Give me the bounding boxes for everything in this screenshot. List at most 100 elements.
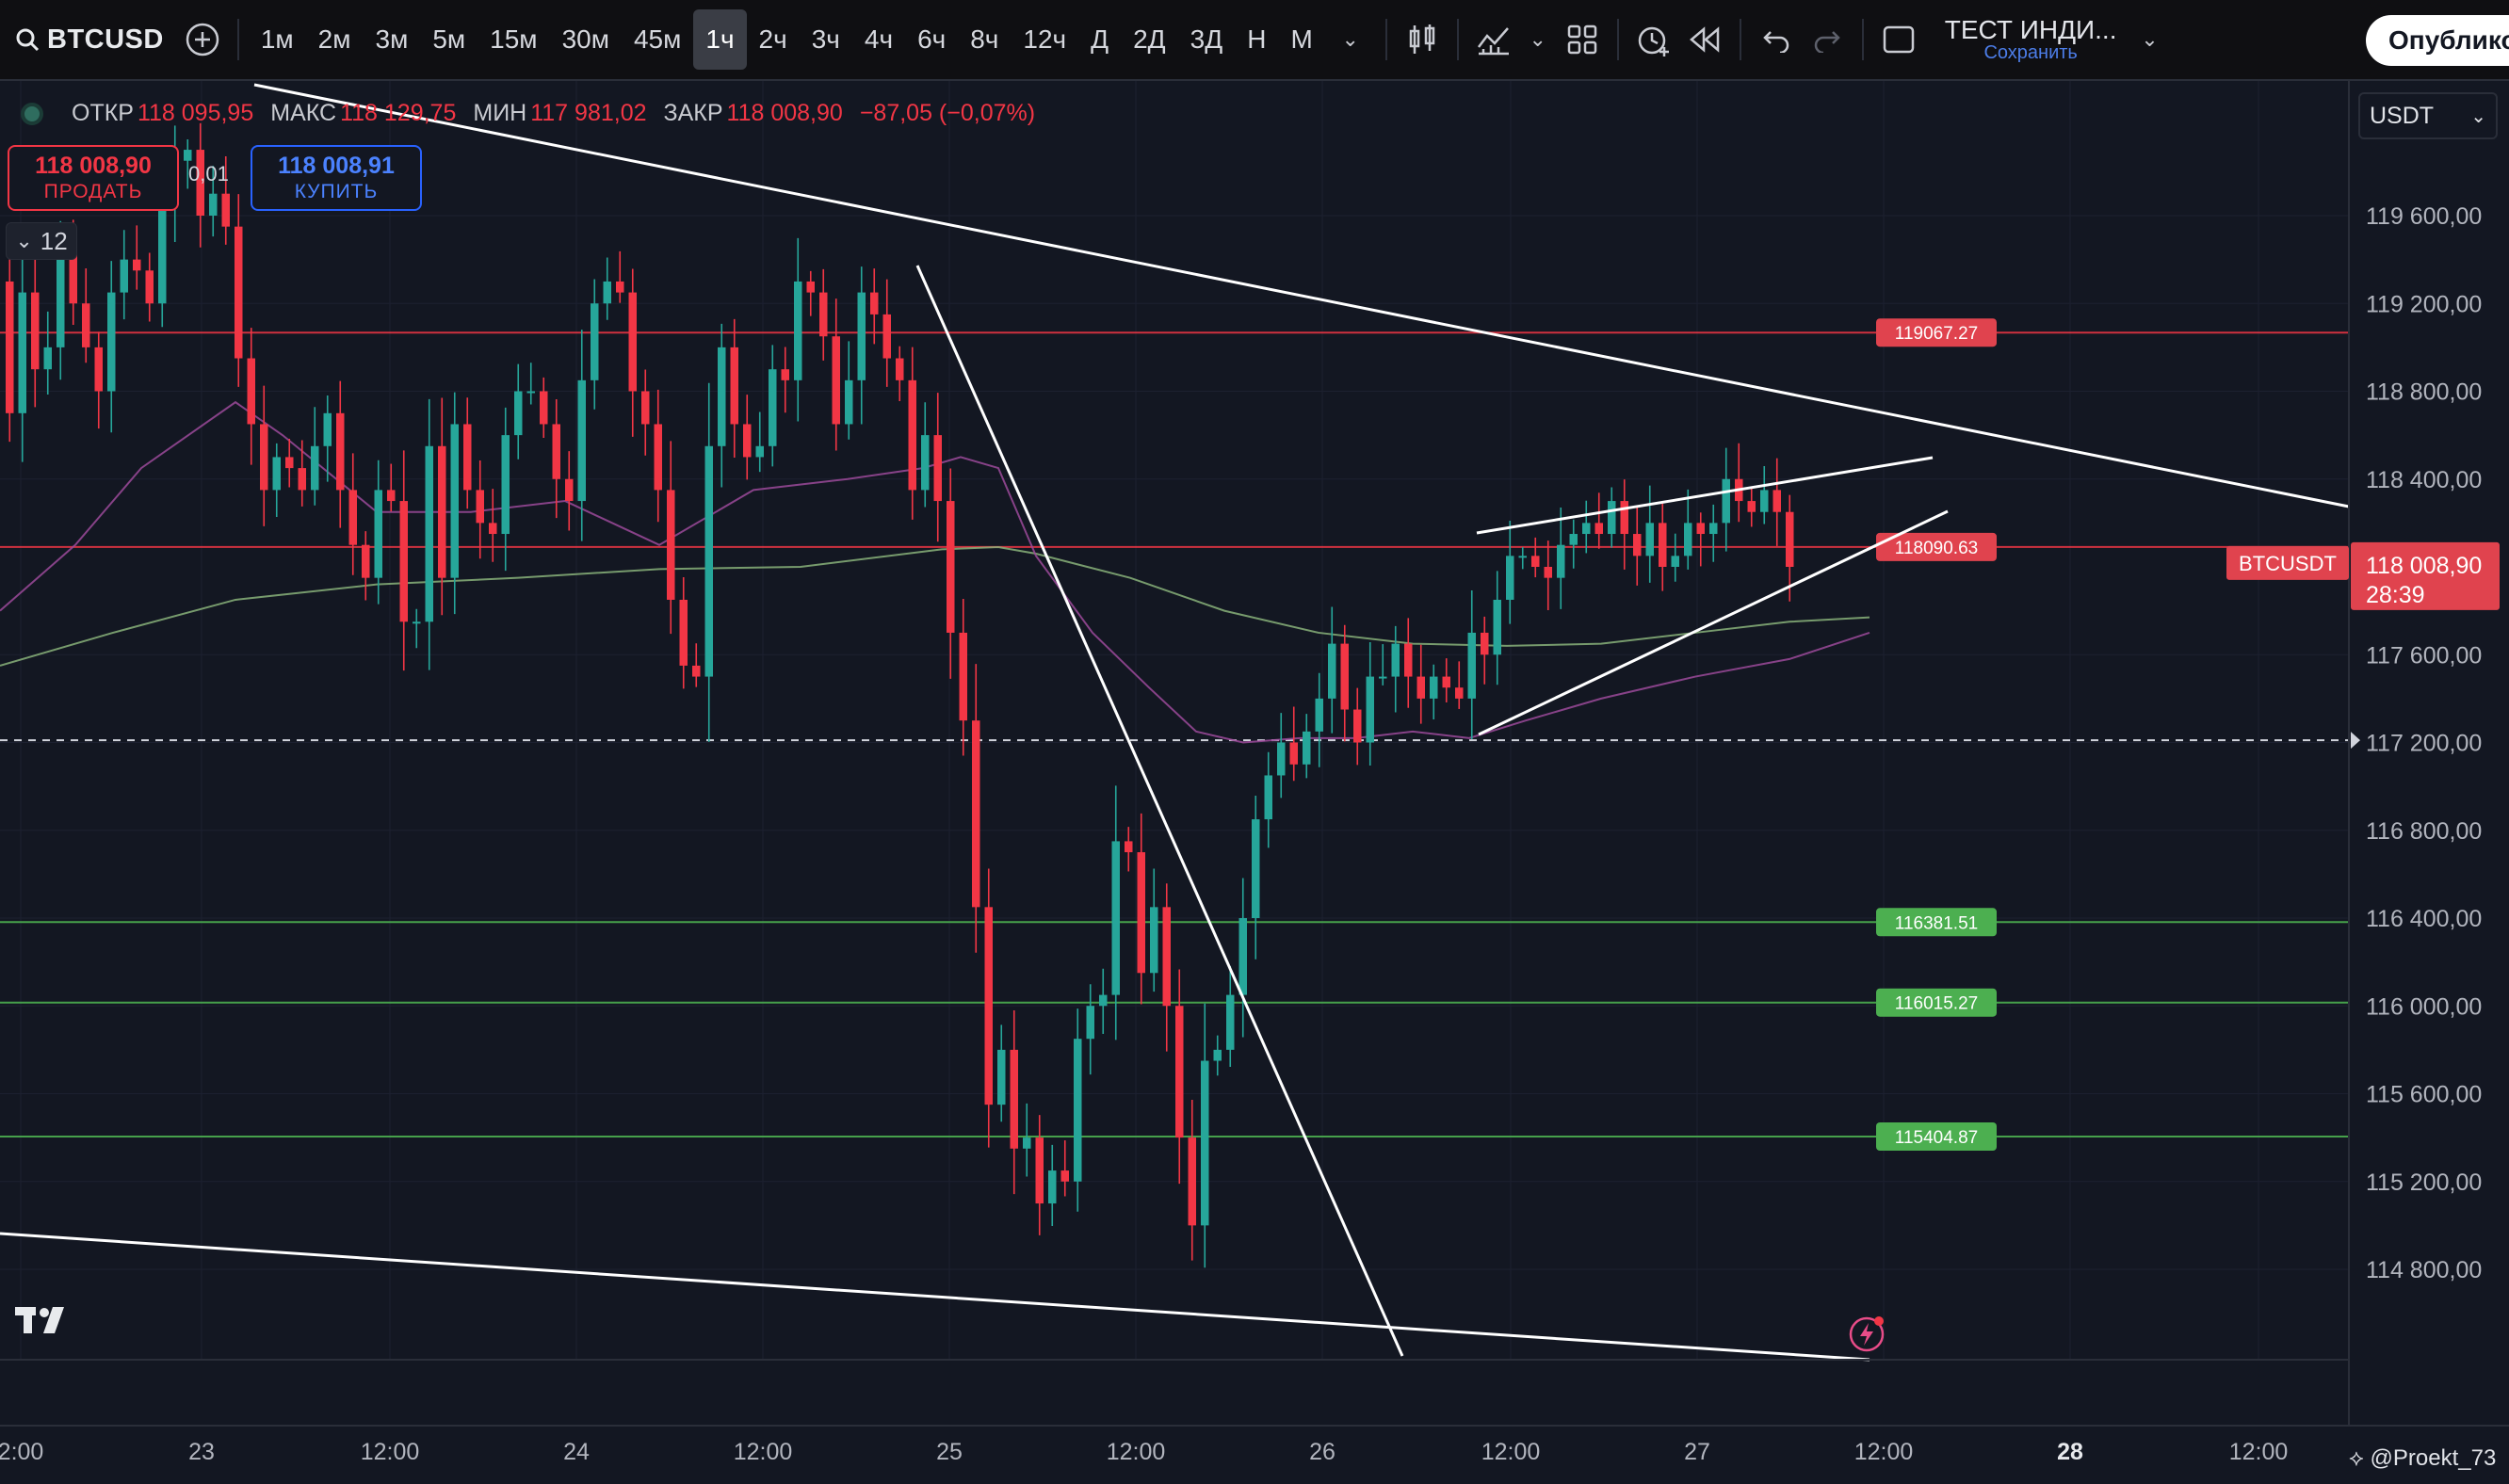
candle	[1569, 519, 1578, 569]
interval-tab[interactable]: 12ч	[1023, 24, 1067, 54]
interval-tab[interactable]: 1м	[260, 24, 294, 54]
candle	[755, 411, 764, 473]
interval-tab[interactable]: 45м	[633, 24, 682, 54]
layouts-button[interactable]	[1557, 11, 1608, 68]
interval-tab[interactable]: М	[1290, 24, 1313, 54]
redo-button[interactable]	[1802, 11, 1853, 68]
candle-body	[806, 281, 815, 293]
interval-tab[interactable]: 2м	[317, 24, 351, 54]
candle	[1099, 968, 1108, 1034]
lightning-icon[interactable]	[1848, 1315, 1886, 1352]
candle	[628, 268, 637, 437]
candle	[984, 868, 993, 1148]
candle	[921, 402, 930, 508]
candle	[1531, 537, 1540, 578]
candle-body	[348, 490, 357, 545]
layout-menu-button[interactable]: ⌄	[2125, 11, 2176, 68]
interval-tab[interactable]: Д	[1091, 24, 1109, 54]
interval-tab[interactable]: Н	[1247, 24, 1267, 54]
last-price-box	[2351, 541, 2500, 610]
candle	[1633, 506, 1642, 586]
interval-tab[interactable]: 3м	[375, 24, 409, 54]
candlestick-series	[6, 122, 1794, 1268]
candle	[882, 279, 891, 387]
candle-body	[311, 445, 319, 491]
currency-select[interactable]: USDT ⌄	[2358, 92, 2498, 139]
interval-tab[interactable]: 3ч	[811, 24, 840, 54]
layout-title: ТЕСТ ИНДИ...	[1944, 14, 2117, 44]
candle-body	[247, 358, 255, 425]
candle-body	[1772, 490, 1781, 512]
candle-body	[1137, 852, 1145, 974]
spread-value: 0,01	[188, 162, 229, 186]
time-axis-label: 12:00	[1854, 1439, 1914, 1465]
alert-button[interactable]	[1628, 11, 1679, 68]
candle-body	[413, 621, 421, 624]
interval-tab[interactable]: 15м	[490, 24, 538, 54]
level-arrow-icon	[2351, 732, 2360, 750]
candle	[1188, 1100, 1196, 1261]
interval-dropdown-button[interactable]: ⌄	[1325, 11, 1376, 68]
candle-body	[577, 379, 586, 502]
time-axis: 2:00 23 12:00 24 12:00 25 12:00 26 12:00 27 12:00 2…	[0, 1439, 2288, 1465]
candle-body	[704, 445, 713, 677]
candle	[311, 407, 319, 506]
toolbar-divider	[236, 19, 239, 60]
candle-body	[832, 336, 840, 425]
time-axis-label: 25	[936, 1439, 963, 1465]
trendline	[1478, 509, 1949, 736]
chart-type-button[interactable]	[1397, 11, 1448, 68]
indicators-button[interactable]	[1468, 11, 1519, 68]
candle-body	[1315, 698, 1323, 732]
candle	[1404, 618, 1413, 708]
interval-tab[interactable]: 2ч	[758, 24, 787, 54]
symbol-tag	[2226, 545, 2349, 580]
candle	[1277, 713, 1286, 798]
interval-tab[interactable]: 5м	[432, 24, 466, 54]
compare-symbol-button[interactable]	[177, 11, 228, 68]
interval-tab[interactable]: 1ч	[693, 9, 747, 70]
top-toolbar: BTCUSD 1м 2м 3м 5м 15м 30м 45м 1ч 2ч 3ч 4ч 6ч 8ч 12ч Д…	[0, 0, 2509, 81]
trendline	[915, 265, 1404, 1357]
candle-body	[184, 150, 192, 161]
layout-name[interactable]: ТЕСТ ИНДИ... Сохранить	[1944, 14, 2117, 64]
candle	[221, 155, 230, 245]
candle-body	[209, 193, 218, 216]
candle-body	[1709, 523, 1718, 535]
interval-tab[interactable]: 30м	[561, 24, 609, 54]
publish-button[interactable]: Опублико	[2366, 15, 2509, 66]
candle-body	[565, 478, 574, 502]
candle	[1074, 1008, 1082, 1212]
symbol-search[interactable]: BTCUSD	[6, 11, 173, 68]
countdown-label: 28:39	[2366, 582, 2425, 608]
buy-button[interactable]: 118 008,91 КУПИТЬ	[251, 145, 422, 211]
fullscreen-toggle[interactable]	[1873, 11, 1924, 68]
square-icon	[1883, 25, 1915, 54]
candle	[1125, 827, 1133, 872]
interval-tab[interactable]: 4ч	[864, 24, 894, 54]
candle-body	[1557, 544, 1565, 578]
tradingview-logo[interactable]	[13, 1303, 73, 1337]
interval-tab[interactable]: 2Д	[1133, 24, 1166, 54]
replay-button[interactable]	[1679, 11, 1730, 68]
interval-tab[interactable]: 8ч	[970, 24, 999, 54]
candle-body	[769, 369, 777, 446]
undo-button[interactable]	[1751, 11, 1802, 68]
last-price-label: 118 008,90	[2366, 553, 2482, 579]
interval-tab[interactable]: 3Д	[1190, 24, 1223, 54]
indicators-dropdown-button[interactable]: ⌄	[1519, 11, 1557, 68]
indicators-collapse-button[interactable]: ⌄ 12	[6, 222, 77, 260]
candle	[1226, 965, 1235, 1067]
candle	[972, 664, 980, 953]
candle-body	[616, 281, 624, 293]
time-axis-label: 24	[563, 1439, 590, 1465]
interval-tab[interactable]: 6ч	[917, 24, 947, 54]
sell-button[interactable]: 118 008,90 ПРОДАТЬ	[8, 145, 179, 211]
save-layout-link[interactable]: Сохранить	[1983, 42, 2078, 64]
candle	[133, 225, 141, 290]
candle	[641, 369, 650, 456]
indicators-icon	[1477, 27, 1509, 56]
candle	[1582, 500, 1591, 554]
candle-body	[679, 599, 688, 666]
